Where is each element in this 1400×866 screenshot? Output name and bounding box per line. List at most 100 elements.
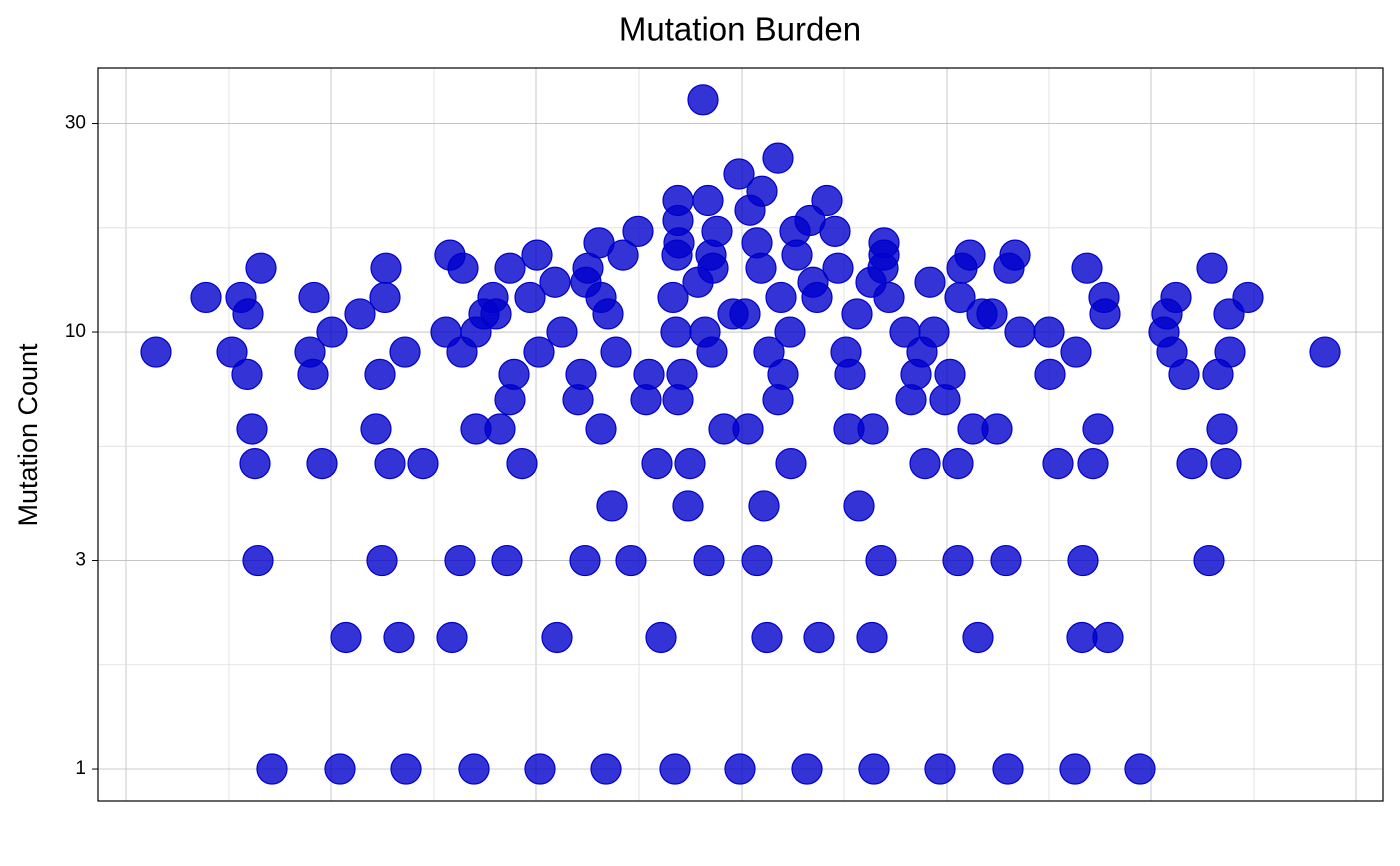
point [775, 447, 807, 480]
point [942, 544, 974, 577]
point [641, 447, 673, 480]
point [585, 413, 617, 445]
point [701, 215, 733, 247]
point [236, 413, 268, 445]
point [687, 84, 719, 116]
point [992, 753, 1024, 785]
point [316, 316, 348, 348]
point [999, 239, 1031, 271]
point [791, 753, 823, 785]
point [724, 753, 756, 785]
chart-title: Mutation Burden [619, 11, 861, 48]
point [256, 753, 288, 785]
point [1060, 336, 1092, 368]
y-axis-label: Mutation Count [13, 343, 43, 527]
point [140, 336, 172, 368]
point [822, 252, 854, 284]
point [1193, 544, 1225, 577]
point [942, 447, 974, 480]
point [521, 239, 553, 271]
point [843, 490, 875, 522]
point [330, 621, 362, 654]
point [231, 358, 263, 390]
point [374, 447, 406, 480]
point [746, 175, 778, 207]
point [615, 544, 647, 577]
point [390, 753, 422, 785]
point [1160, 281, 1192, 314]
point [523, 336, 555, 368]
point [990, 544, 1022, 577]
point [944, 281, 976, 314]
point [732, 413, 764, 445]
point [692, 184, 724, 217]
point [407, 447, 439, 480]
point [484, 413, 516, 445]
point [751, 621, 783, 654]
point [583, 227, 615, 259]
point [514, 281, 546, 314]
point [216, 336, 248, 368]
y-tick-label: 10 [65, 321, 86, 342]
point [689, 316, 721, 348]
point [370, 252, 402, 284]
point [918, 316, 950, 348]
point [190, 281, 222, 314]
point [225, 281, 257, 314]
point [741, 544, 773, 577]
point [541, 621, 573, 654]
point [1196, 252, 1228, 284]
point [1004, 316, 1036, 348]
y-tick-label: 3 [75, 550, 86, 571]
point [430, 316, 462, 348]
point [645, 621, 677, 654]
point [858, 753, 890, 785]
point [767, 358, 799, 390]
point [889, 316, 921, 348]
point [1077, 447, 1109, 480]
point [1309, 336, 1341, 368]
point [660, 316, 692, 348]
point [1210, 447, 1242, 480]
point [741, 227, 773, 259]
point [729, 298, 761, 330]
point [895, 384, 927, 416]
point [934, 358, 966, 390]
point [506, 447, 538, 480]
point [245, 252, 277, 284]
y-tick-label: 1 [75, 758, 86, 779]
point [569, 544, 601, 577]
point [477, 281, 509, 314]
point [622, 215, 654, 247]
point [539, 266, 571, 298]
point [494, 252, 526, 284]
point [1034, 358, 1066, 390]
point [774, 316, 806, 348]
point [436, 621, 468, 654]
point [857, 413, 889, 445]
point [383, 621, 415, 654]
point [666, 358, 698, 390]
point [306, 447, 338, 480]
point [765, 281, 797, 314]
point [1082, 413, 1114, 445]
point [546, 316, 578, 348]
point [659, 753, 691, 785]
point [909, 447, 941, 480]
point [360, 413, 392, 445]
point [633, 358, 665, 390]
point [239, 447, 271, 480]
point [1092, 621, 1124, 654]
point [294, 336, 326, 368]
point [434, 239, 466, 271]
point [723, 158, 755, 190]
point [366, 544, 398, 577]
point [590, 753, 622, 785]
point [1059, 753, 1091, 785]
point [1088, 281, 1120, 314]
point [962, 621, 994, 654]
point [1124, 753, 1156, 785]
point [344, 298, 376, 330]
point [657, 281, 689, 314]
point [600, 336, 632, 368]
